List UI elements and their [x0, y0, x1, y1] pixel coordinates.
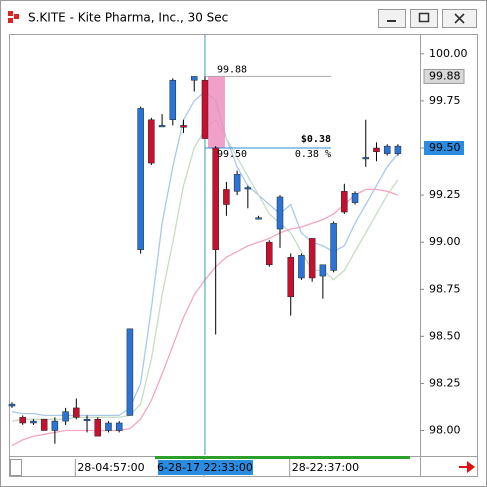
minimize-button[interactable]: [378, 9, 406, 28]
candle-body: [201, 79, 209, 139]
candle-body: [266, 241, 273, 266]
high-price-tag: [423, 68, 465, 84]
y-tick-label: 98.50: [429, 329, 461, 342]
crosshair-x-tag: [157, 460, 253, 475]
candle-body: [180, 125, 187, 128]
candle-body: [319, 264, 327, 277]
candle-body: [148, 119, 155, 164]
high-price-tag-label: 99.88: [429, 69, 461, 82]
candle-body: [94, 418, 102, 437]
candle-body: [83, 418, 91, 421]
scroll-range[interactable]: [155, 456, 410, 459]
high-price-label: 99.88: [217, 64, 247, 75]
candle-body: [19, 417, 26, 424]
change-pct-label: 0.38 %: [295, 149, 331, 160]
candle-body: [115, 422, 123, 431]
candle-body: [137, 108, 144, 250]
change-label: $0.38: [301, 134, 331, 145]
app-icon: [8, 11, 19, 23]
candle-body: [362, 157, 370, 160]
candle-body: [394, 145, 402, 154]
chart-frame: [9, 34, 478, 477]
candle-body: [276, 196, 284, 230]
candle-body: [223, 189, 230, 205]
y-tick-label: 99.00: [429, 235, 461, 248]
candle-body: [190, 76, 198, 81]
low-price-label: 99.50: [217, 149, 247, 160]
y-tick-label: 100.00: [429, 47, 468, 60]
candle-body: [73, 407, 80, 418]
scroll-box[interactable]: [10, 459, 22, 476]
x-tick-label: 28-22:37:00: [292, 461, 359, 474]
x-tick-label: 28-04:57:00: [77, 461, 144, 474]
candle-body: [351, 192, 359, 203]
close-button[interactable]: [442, 9, 477, 28]
candle-body: [298, 255, 305, 279]
y-tick-label: 98.00: [429, 424, 461, 437]
candle-body: [126, 328, 134, 416]
candle-body: [244, 187, 252, 190]
candle-body: [212, 147, 219, 250]
scroll-arrow[interactable]: [459, 461, 475, 473]
y-tick-label: 99.75: [429, 94, 461, 107]
candle-body: [373, 147, 380, 153]
x-tick-label: 6-28-17 22:33:00: [157, 461, 253, 474]
candle-body: [255, 217, 262, 220]
low-price-tag: [424, 141, 464, 156]
y-tick-label: 98.25: [429, 376, 461, 389]
y-tick-label: 99.25: [429, 188, 461, 201]
candle-body: [341, 191, 348, 213]
candle-body: [169, 79, 177, 121]
window-title: S.KITE - Kite Pharma, Inc., 30 Sec: [28, 11, 228, 25]
candle-body: [30, 420, 37, 424]
candle-body: [330, 223, 337, 271]
candle-body: [308, 238, 316, 279]
candle-body: [40, 418, 48, 431]
candle-body: [62, 411, 69, 422]
y-tick-label: 98.75: [429, 282, 461, 295]
candle-body: [233, 174, 241, 192]
candle-body: [287, 256, 294, 298]
maximize-button[interactable]: [410, 9, 438, 28]
candle-body: [158, 125, 166, 128]
low-price-tag-label: 99.50: [429, 141, 461, 154]
candle-body: [105, 422, 112, 431]
candle-body: [383, 145, 391, 154]
candle-body: [8, 403, 16, 407]
candle-body: [51, 420, 59, 431]
measure-range: [207, 76, 225, 149]
